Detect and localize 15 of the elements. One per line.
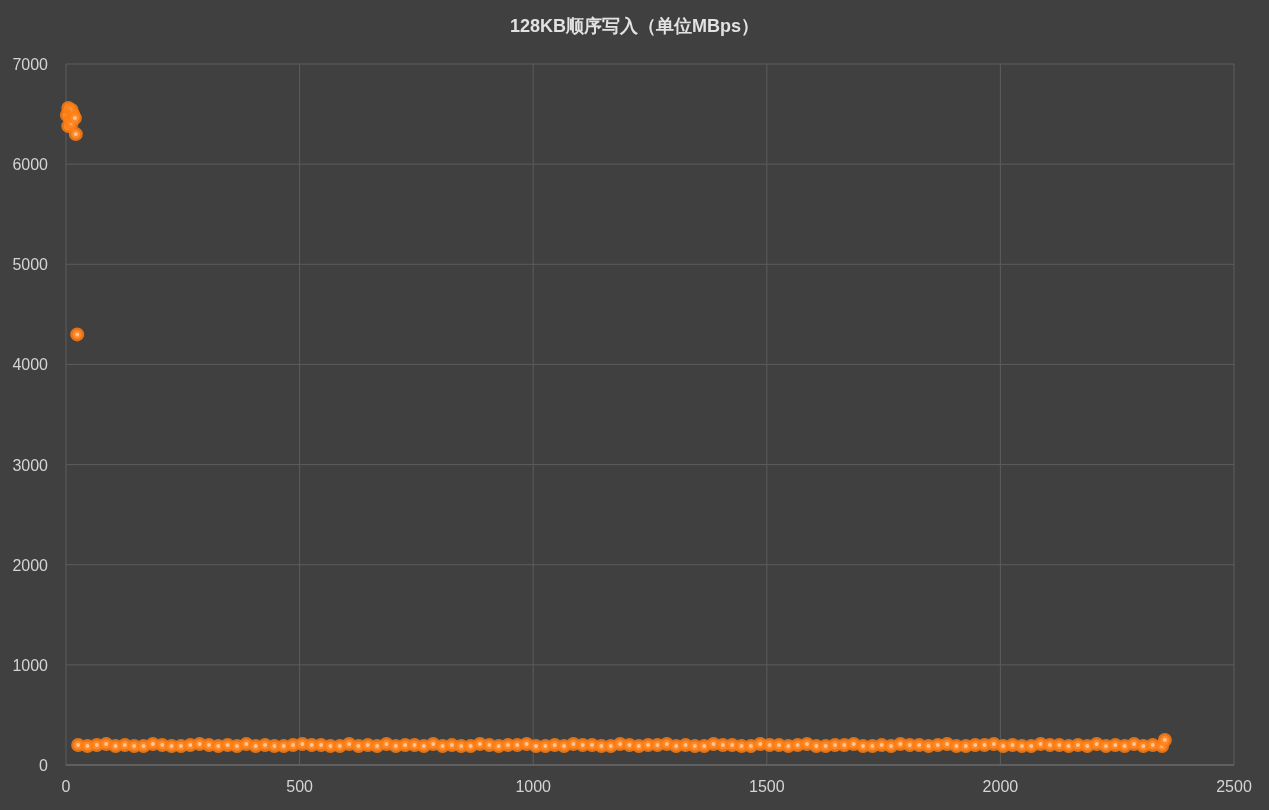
chart-title: 128KB顺序写入（单位MBps） [509, 16, 760, 36]
y-tick-label: 3000 [12, 456, 49, 474]
y-tick-label: 2000 [12, 556, 49, 574]
y-tick-label: 5000 [12, 256, 49, 274]
y-tick-label: 6000 [12, 156, 49, 174]
x-tick-label: 2500 [1216, 778, 1252, 795]
y-tick-label: 7000 [12, 56, 49, 73]
x-tick-label: 500 [286, 778, 314, 795]
y-tick-label: 4000 [12, 356, 49, 374]
x-tick-label: 0 [61, 778, 71, 795]
x-tick-label: 1000 [515, 778, 552, 795]
y-tick-label: 0 [39, 757, 49, 774]
x-tick-label: 1500 [749, 778, 785, 795]
y-tick-label: 1000 [12, 656, 49, 674]
x-tick-label: 2000 [982, 778, 1019, 795]
